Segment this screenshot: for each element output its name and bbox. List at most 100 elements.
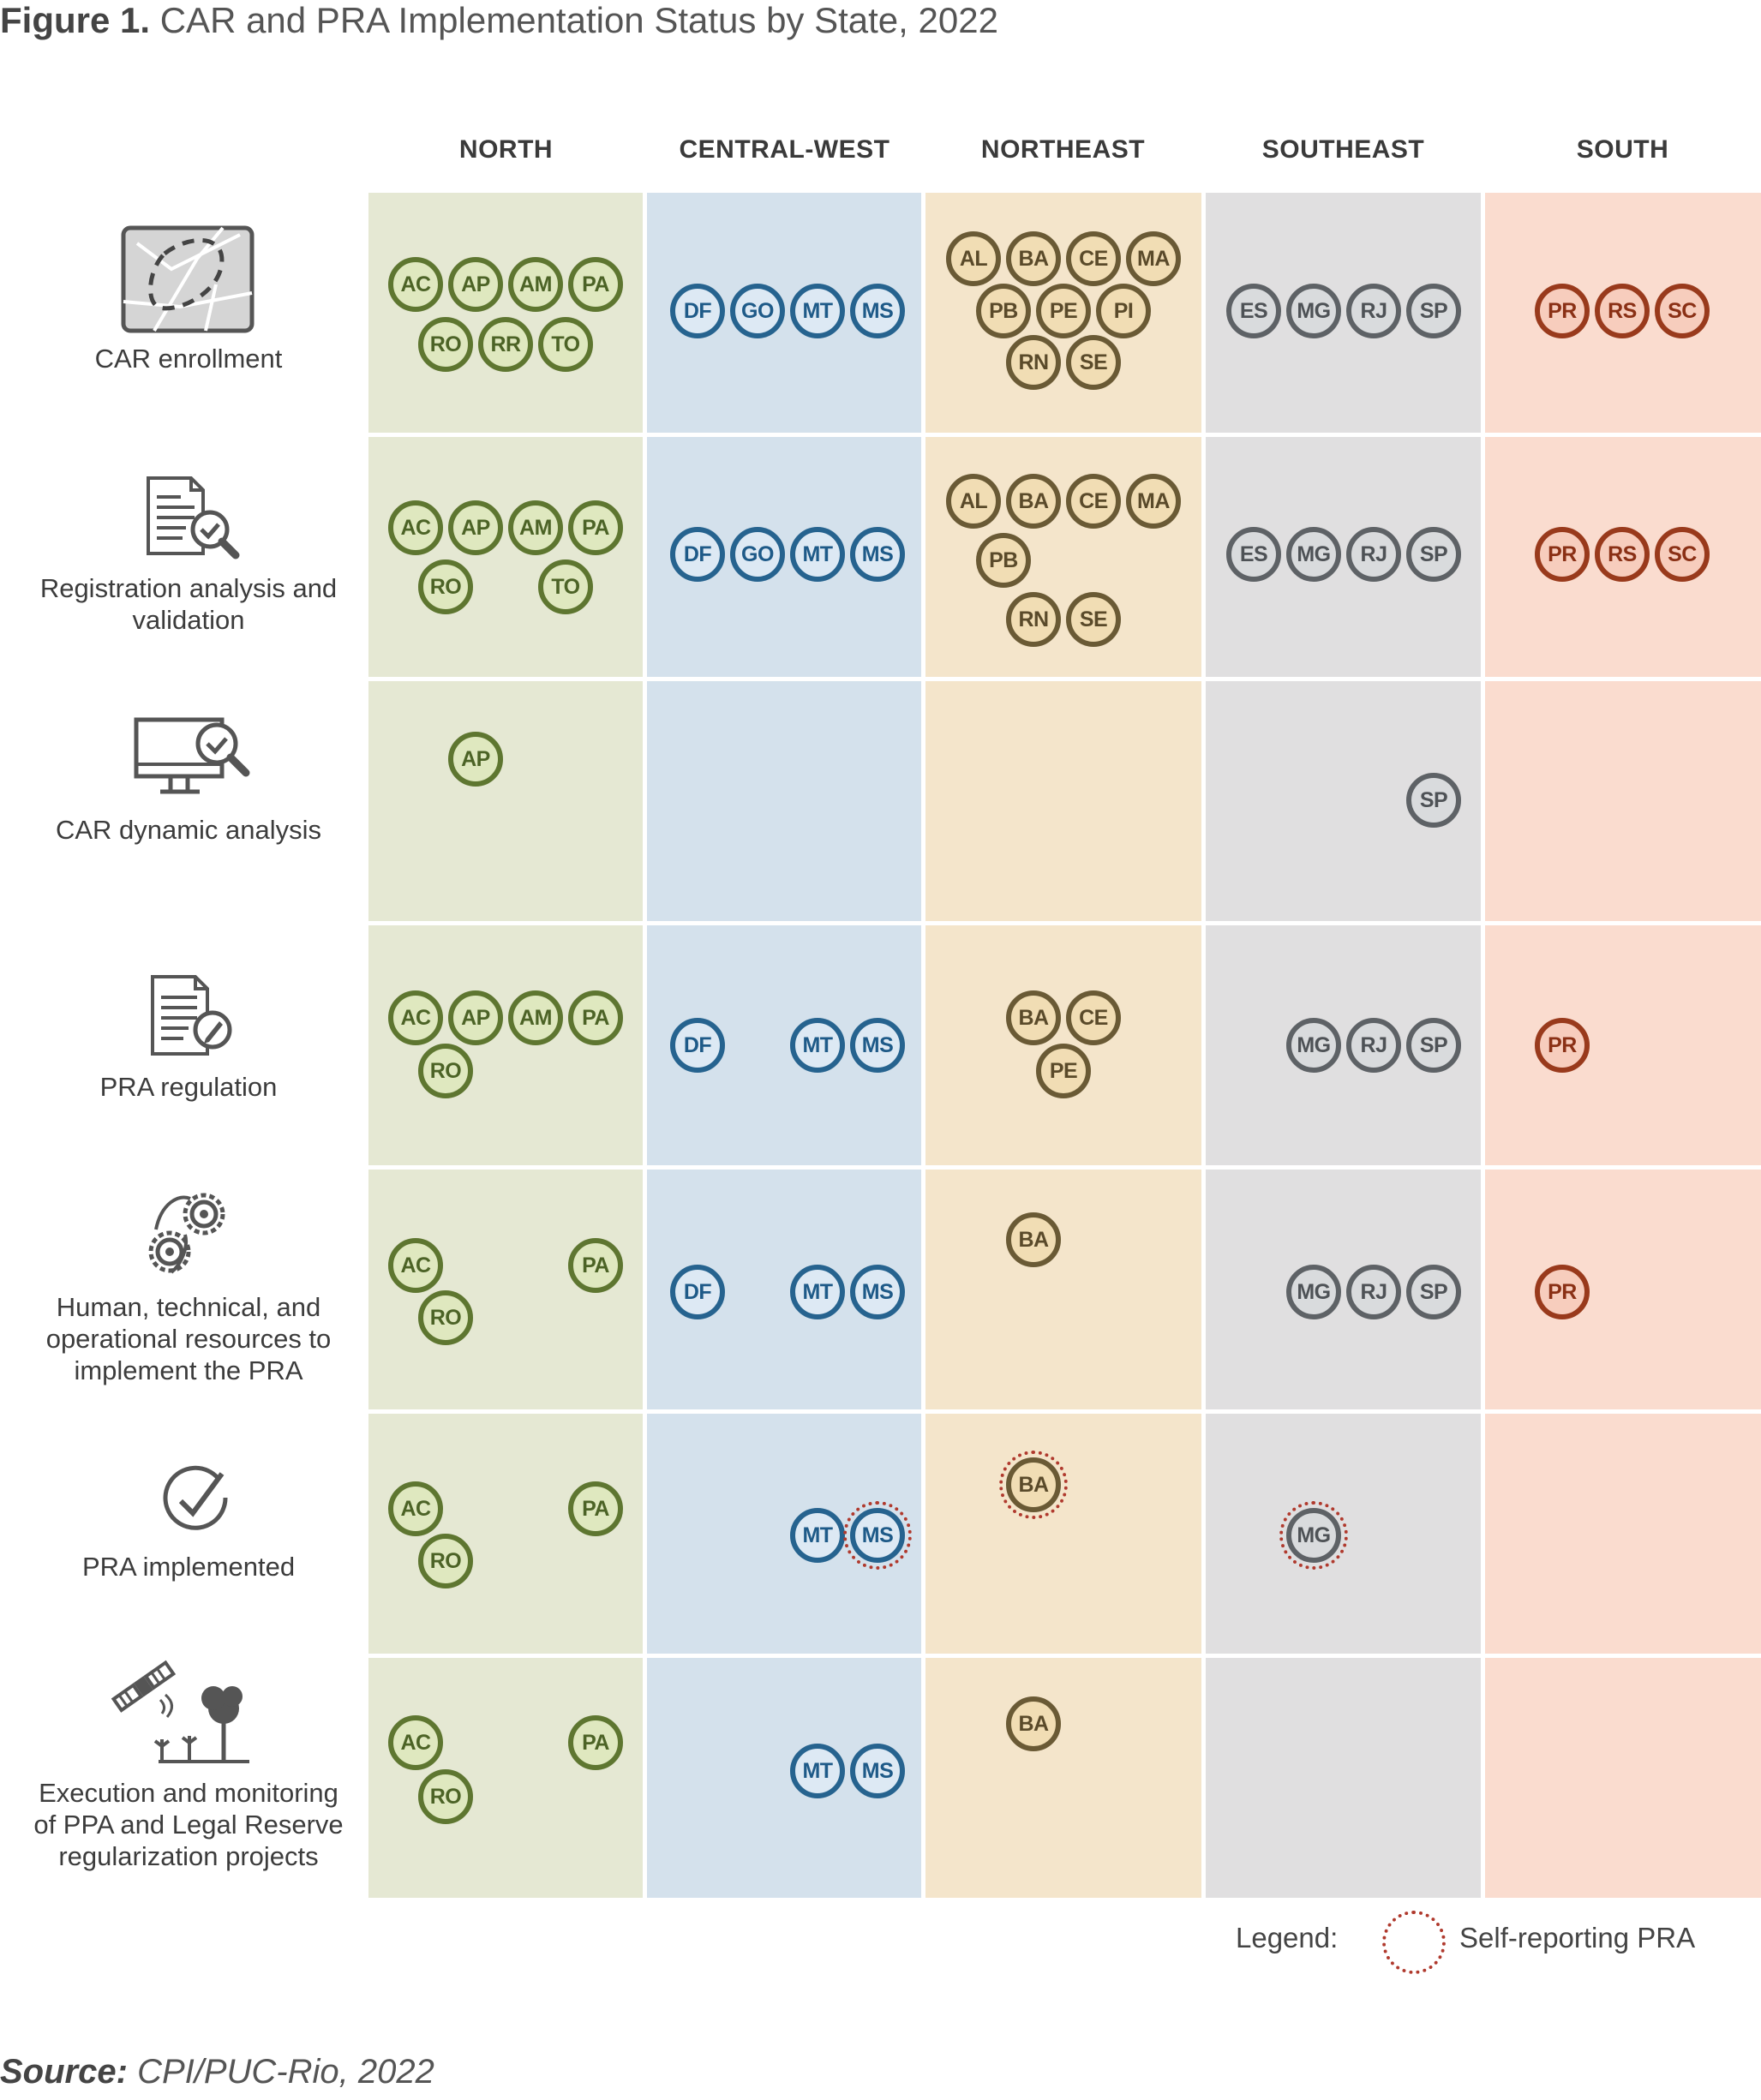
grid-cell: MG RJ SP <box>1206 925 1481 1165</box>
state-badge-es: ES <box>1226 527 1281 582</box>
state-badge-df: DF <box>670 1265 725 1319</box>
grid-cell: AC PA RO <box>368 1170 643 1409</box>
state-badge-al: AL <box>946 474 1001 529</box>
state-badge-pr: PR <box>1535 527 1590 582</box>
grid-cell <box>1485 681 1761 921</box>
state-badge-ac: AC <box>388 500 443 555</box>
self-reporting-ring-icon <box>1382 1911 1446 1974</box>
state-badge-df: DF <box>670 527 725 582</box>
state-badge-mt: MT <box>790 1508 845 1563</box>
state-badge-pr: PR <box>1535 284 1590 338</box>
grid-cell: DF MT MS <box>647 925 921 1165</box>
state-badge-ms: MS <box>850 1265 905 1319</box>
state-badge-pe: PE <box>1036 284 1091 338</box>
state-badge-mg: MG <box>1286 1018 1341 1073</box>
row-label: Registration analysis and validation <box>39 573 338 635</box>
row-label: CAR dynamic analysis <box>55 815 322 845</box>
legend-item-self-reporting: Self-reporting PRA <box>1459 1922 1696 1953</box>
state-badge-mt: MT <box>790 1265 845 1319</box>
grid-cell: MT MS <box>647 1414 921 1654</box>
source-text: CPI/PUC-Rio, 2022 <box>137 2053 434 2091</box>
grid-cell: AL BA CE MA PB PE PI RN SE <box>925 193 1201 433</box>
grid-cell: DF GO MT MS <box>647 193 921 433</box>
state-badge-ba: BA <box>1006 1212 1061 1267</box>
state-badge-ac: AC <box>388 1715 443 1770</box>
state-badge-mt: MT <box>790 527 845 582</box>
state-badge-ba: BA <box>1006 231 1061 286</box>
state-badge-am: AM <box>508 990 563 1045</box>
state-badge-rj: RJ <box>1346 1265 1401 1319</box>
grid-cell <box>1206 1658 1481 1898</box>
state-badge-pa: PA <box>568 500 623 555</box>
state-badge-rs: RS <box>1595 284 1650 338</box>
grid-cell: PR <box>1485 925 1761 1165</box>
grid-cell <box>925 681 1201 921</box>
self-reporting-ring <box>999 1451 1068 1519</box>
state-badge-ms: MS <box>850 1744 905 1798</box>
document-check-icon <box>141 475 244 560</box>
grid-cell: MG RJ SP <box>1206 1170 1481 1409</box>
state-badge-mt: MT <box>790 1744 845 1798</box>
state-badge-pa: PA <box>568 1238 623 1293</box>
state-badge-ce: CE <box>1066 990 1121 1045</box>
grid-cell: MT MS <box>647 1658 921 1898</box>
state-badge-pb: PB <box>976 284 1031 338</box>
region-header-northeast: NORTHEAST <box>980 135 1146 164</box>
state-badge-se: SE <box>1066 335 1121 390</box>
state-badge-pr: PR <box>1535 1265 1590 1319</box>
grid-cell: AL BA CE MA PB RN SE <box>925 437 1201 677</box>
row-label: Execution and monitoring of PPA and Lega… <box>33 1778 344 1871</box>
document-pen-icon <box>146 973 240 1059</box>
state-badge-ba: BA <box>1006 1696 1061 1751</box>
state-badge-go: GO <box>730 527 785 582</box>
state-badge-ro: RO <box>418 1534 473 1588</box>
state-badge-sc: SC <box>1655 284 1710 338</box>
state-badge-ba: BA <box>1006 990 1061 1045</box>
state-badge-sc: SC <box>1655 527 1710 582</box>
state-badge-ms: MS <box>850 1018 905 1073</box>
self-reporting-ring <box>843 1501 912 1570</box>
state-badge-rj: RJ <box>1346 284 1401 338</box>
state-badge-ro: RO <box>418 1290 473 1345</box>
state-badge-pa: PA <box>568 1481 623 1536</box>
state-badge-df: DF <box>670 284 725 338</box>
state-badge-ro: RO <box>418 1769 473 1824</box>
grid-cell: BA <box>925 1658 1201 1898</box>
state-badge-ba: BA <box>1006 474 1061 529</box>
state-badge-mt: MT <box>790 284 845 338</box>
row-label: PRA regulation <box>99 1072 278 1102</box>
map-icon <box>120 224 257 336</box>
state-badge-pi: PI <box>1096 284 1151 338</box>
state-badge-df: DF <box>670 1018 725 1073</box>
grid-cell: DF MT MS <box>647 1170 921 1409</box>
grid-cell: PR RS SC <box>1485 193 1761 433</box>
grid-cell: MG <box>1206 1414 1481 1654</box>
grid-cell: AP <box>368 681 643 921</box>
state-badge-ac: AC <box>388 257 443 312</box>
state-badge-ap: AP <box>448 990 503 1045</box>
source-label: Source: <box>0 2053 128 2091</box>
state-badge-es: ES <box>1226 284 1281 338</box>
state-badge-rr: RR <box>478 317 533 372</box>
figure-title-text: CAR and PRA Implementation Status by Sta… <box>159 0 998 40</box>
row-label: Human, technical, and operational resour… <box>45 1292 332 1385</box>
state-badge-mt: MT <box>790 1018 845 1073</box>
grid-cell: AC AP AM PA RO <box>368 925 643 1165</box>
region-header-south: SOUTH <box>1576 135 1669 164</box>
figure-title: Figure 1. CAR and PRA Implementation Sta… <box>0 0 998 41</box>
grid-cell: ES MG RJ SP <box>1206 193 1481 433</box>
state-badge-mg: MG <box>1286 284 1341 338</box>
state-badge-sp: SP <box>1406 1018 1461 1073</box>
state-badge-go: GO <box>730 284 785 338</box>
grid-cell: AC PA RO <box>368 1658 643 1898</box>
state-badge-ac: AC <box>388 1481 443 1536</box>
state-badge-sp: SP <box>1406 773 1461 828</box>
state-badge-mg: MG <box>1286 1265 1341 1319</box>
grid-cell: PR RS SC <box>1485 437 1761 677</box>
state-badge-ro: RO <box>418 317 473 372</box>
state-badge-ro: RO <box>418 1044 473 1098</box>
legend-label: Legend: <box>1236 1922 1339 1953</box>
state-badge-al: AL <box>946 231 1001 286</box>
state-badge-ms: MS <box>850 284 905 338</box>
state-badge-ro: RO <box>418 559 473 614</box>
